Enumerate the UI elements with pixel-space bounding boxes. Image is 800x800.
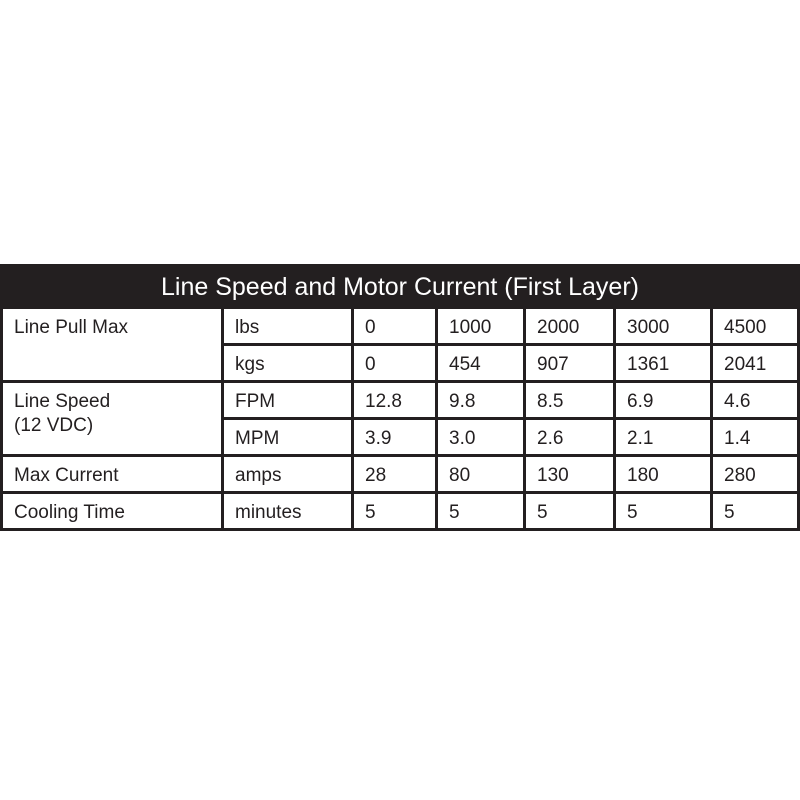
row-label: Line Pull Max: [3, 309, 221, 380]
unit-cell: minutes: [224, 494, 351, 528]
value-cell: 5: [616, 494, 710, 528]
row-label: Max Current: [3, 457, 221, 491]
value-cell: 2000: [526, 309, 613, 343]
value-cell: 1000: [438, 309, 523, 343]
value-cell: 454: [438, 346, 523, 380]
value-cell: 5: [526, 494, 613, 528]
value-cell: 180: [616, 457, 710, 491]
value-cell: 5: [438, 494, 523, 528]
value-cell: 6.9: [616, 383, 710, 417]
value-cell: 3.0: [438, 420, 523, 454]
value-cell: 4500: [713, 309, 797, 343]
row-label: Cooling Time: [3, 494, 221, 528]
value-cell: 2041: [713, 346, 797, 380]
value-cell: 2.6: [526, 420, 613, 454]
value-cell: 1361: [616, 346, 710, 380]
value-cell: 1.4: [713, 420, 797, 454]
value-cell: 280: [713, 457, 797, 491]
value-cell: 5: [354, 494, 435, 528]
row-label: Line Speed (12 VDC): [3, 383, 221, 454]
value-cell: 130: [526, 457, 613, 491]
unit-cell: MPM: [224, 420, 351, 454]
spec-table: Line Pull Max lbs 0 1000 2000 3000 4500 kgs 0 454…: [0, 306, 800, 531]
value-cell: 5: [713, 494, 797, 528]
value-cell: 3.9: [354, 420, 435, 454]
value-cell: 28: [354, 457, 435, 491]
unit-cell: amps: [224, 457, 351, 491]
value-cell: 3000: [616, 309, 710, 343]
value-cell: 4.6: [713, 383, 797, 417]
value-cell: 8.5: [526, 383, 613, 417]
value-cell: 9.8: [438, 383, 523, 417]
table-title: Line Speed and Motor Current (First Laye…: [0, 264, 800, 309]
value-cell: 907: [526, 346, 613, 380]
unit-cell: FPM: [224, 383, 351, 417]
value-cell: 12.8: [354, 383, 435, 417]
value-cell: 2.1: [616, 420, 710, 454]
unit-cell: kgs: [224, 346, 351, 380]
value-cell: 80: [438, 457, 523, 491]
value-cell: 0: [354, 309, 435, 343]
unit-cell: lbs: [224, 309, 351, 343]
value-cell: 0: [354, 346, 435, 380]
